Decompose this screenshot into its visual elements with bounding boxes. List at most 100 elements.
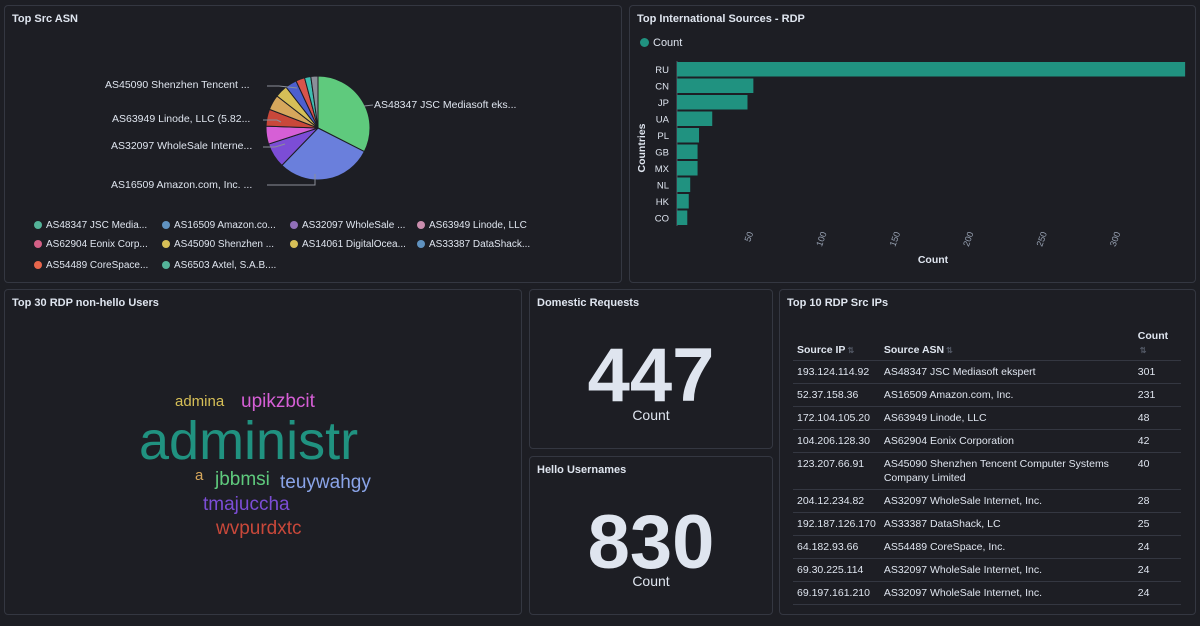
sort-icon: ⇅ xyxy=(946,346,953,355)
cell-count: 25 xyxy=(1133,512,1181,536)
cell-count: 48 xyxy=(1133,406,1181,430)
column-header-source-ip[interactable]: Source IP ⇅ xyxy=(793,326,880,361)
cell-asn: AS32097 WholeSale Internet, Inc. xyxy=(879,489,1134,513)
bar-mx[interactable] xyxy=(677,161,698,176)
y-tick-label: RU xyxy=(655,65,669,76)
column-header-count[interactable]: Count ⇅ xyxy=(1133,326,1181,361)
cell-ip[interactable]: 104.206.128.30 xyxy=(793,429,880,453)
cell-count: 24 xyxy=(1133,581,1181,605)
cell-ip[interactable]: 192.187.126.170 xyxy=(793,512,880,536)
src-ips-table: Source IP ⇅ Source ASN ⇅ Count ⇅ 193.124.11… xyxy=(793,326,1181,605)
cell-ip[interactable]: 52.37.158.36 xyxy=(793,383,880,407)
hello-usernames-panel: Hello Usernames 830 Count xyxy=(529,456,773,615)
cell-count: 28 xyxy=(1133,489,1181,513)
cell-ip[interactable]: 123.207.66.91 xyxy=(793,452,880,490)
legend-item[interactable]: AS62904 Eonix Corp... xyxy=(34,239,148,250)
legend-label: AS45090 Shenzhen ... xyxy=(174,239,275,250)
legend-dot xyxy=(34,261,42,269)
legend-dot xyxy=(640,38,649,47)
bar-cn[interactable] xyxy=(677,78,754,94)
legend-label: Count xyxy=(653,37,683,49)
callout-label-tencent: AS45090 Shenzhen Tencent ... xyxy=(105,79,250,91)
x-tick-label: 50 xyxy=(742,230,755,243)
legend-item[interactable]: AS54489 CoreSpace... xyxy=(34,260,148,271)
word-tmajuccha[interactable]: tmajuccha xyxy=(203,494,290,515)
legend-label: AS16509 Amazon.co... xyxy=(174,220,276,231)
legend-item[interactable]: AS32097 WholeSale ... xyxy=(290,220,405,231)
domestic-requests-panel: Domestic Requests 447 Count xyxy=(529,289,773,449)
legend-dot xyxy=(290,221,298,229)
cell-count: 231 xyxy=(1133,383,1181,407)
bar-pl[interactable] xyxy=(677,128,700,143)
table-row: 52.37.158.36 AS16509 Amazon.com, Inc. 231 xyxy=(793,383,1181,407)
cell-ip[interactable]: 193.124.114.92 xyxy=(793,360,880,384)
word-administr[interactable]: administr xyxy=(139,411,359,471)
legend-dot xyxy=(290,240,298,248)
bar-co[interactable] xyxy=(677,210,688,226)
bar-ru[interactable] xyxy=(677,62,1186,77)
table-row: 64.182.93.66 AS54489 CoreSpace, Inc. 24 xyxy=(793,535,1181,559)
chart-legend[interactable]: Count xyxy=(640,37,682,49)
cell-ip[interactable]: 69.197.161.210 xyxy=(793,581,880,605)
legend-item[interactable]: AS63949 Linode, LLC xyxy=(417,220,527,231)
column-header-source-asn[interactable]: Source ASN ⇅ xyxy=(879,326,1134,361)
cell-ip[interactable]: 172.104.105.20 xyxy=(793,406,880,430)
legend-item[interactable]: AS45090 Shenzhen ... xyxy=(162,239,274,250)
callout-line-jsc xyxy=(363,104,374,107)
bar-nl[interactable] xyxy=(677,177,691,193)
panel-title: Hello Usernames xyxy=(537,464,627,476)
y-tick-label: HK xyxy=(656,197,670,208)
top-src-ips-panel: Top 10 RDP Src IPs Source IP ⇅ Source ASN… xyxy=(779,289,1196,615)
bar-gb[interactable] xyxy=(677,144,698,160)
cell-ip[interactable]: 64.182.93.66 xyxy=(793,535,880,559)
legend-item[interactable]: AS6503 Axtel, S.A.B.... xyxy=(162,260,276,271)
slice-other[interactable] xyxy=(310,75,319,129)
bar-jp[interactable] xyxy=(677,95,748,110)
y-tick-label: PL xyxy=(657,131,669,142)
y-tick-label: JP xyxy=(658,98,669,109)
x-tick-label: 150 xyxy=(888,230,903,248)
callout-label-linode: AS63949 Linode, LLC (5.82... xyxy=(112,113,250,125)
panel-title: Top Src ASN xyxy=(12,13,79,25)
intl-bar-chart: RU CN JP UA PL GB MX NL HK CO 50 100 150 200 250 300 Co… xyxy=(636,61,1186,266)
legend-dot xyxy=(417,240,425,248)
legend-item[interactable]: AS48347 JSC Media... xyxy=(34,220,147,231)
legend-item[interactable]: AS33387 DataShack... xyxy=(417,239,530,250)
legend-dot xyxy=(162,261,170,269)
cell-ip[interactable]: 204.12.234.82 xyxy=(793,489,880,513)
word-wvpurdxtc[interactable]: wvpurdxtc xyxy=(216,518,302,539)
legend-label: AS48347 JSC Media... xyxy=(46,220,148,231)
legend-dot xyxy=(34,221,42,229)
cell-asn: AS48347 JSC Mediasoft ekspert xyxy=(879,360,1134,384)
bar-hk[interactable] xyxy=(677,194,689,209)
metric-label: Count xyxy=(632,573,670,589)
legend-label: AS54489 CoreSpace... xyxy=(46,260,149,271)
cell-asn: AS54489 CoreSpace, Inc. xyxy=(879,535,1134,559)
cell-asn: AS32097 WholeSale Internet, Inc. xyxy=(879,558,1134,582)
asn-pie-chart: AS45090 Shenzhen Tencent ... AS63949 Lin… xyxy=(105,75,516,191)
legend-item[interactable]: AS16509 Amazon.co... xyxy=(162,220,276,231)
y-tick-label: MX xyxy=(655,164,670,175)
word-teuywahgy[interactable]: teuywahgy xyxy=(280,472,371,493)
word-a[interactable]: a xyxy=(195,467,204,484)
table-row: 69.197.161.210 AS32097 WholeSale Internet… xyxy=(793,581,1181,605)
cell-ip[interactable]: 69.30.225.114 xyxy=(793,558,880,582)
legend-label: AS33387 DataShack... xyxy=(429,239,531,250)
sort-icon: ⇅ xyxy=(847,346,855,355)
top-src-asn-panel: Top Src ASN AS45090 Shenzhen Tencent ...… xyxy=(4,5,622,283)
table-row: 123.207.66.91 AS45090 Shenzhen Tencent Co… xyxy=(793,452,1181,490)
word-jbbmsi[interactable]: jbbmsi xyxy=(215,469,270,490)
y-tick-label: UA xyxy=(656,114,670,125)
cell-asn: AS33387 DataShack, LC xyxy=(879,512,1134,536)
legend-label: AS14061 DigitalOcea... xyxy=(302,239,406,250)
top-international-sources-panel: Top International Sources - RDP Count RU… xyxy=(629,5,1196,283)
legend-item[interactable]: AS14061 DigitalOcea... xyxy=(290,239,406,250)
bar-ua[interactable] xyxy=(677,111,713,127)
slice-amazon[interactable] xyxy=(281,127,366,181)
panel-title: Top 30 RDP non-hello Users xyxy=(12,297,159,309)
slice-jsc[interactable] xyxy=(317,75,371,153)
y-tick-label: GB xyxy=(655,147,669,158)
word-upikzbcit[interactable]: upikzbcit xyxy=(241,391,315,412)
word-admina[interactable]: admina xyxy=(175,393,225,410)
table-row: 104.206.128.30 AS62904 Eonix Corporation 4… xyxy=(793,429,1181,453)
